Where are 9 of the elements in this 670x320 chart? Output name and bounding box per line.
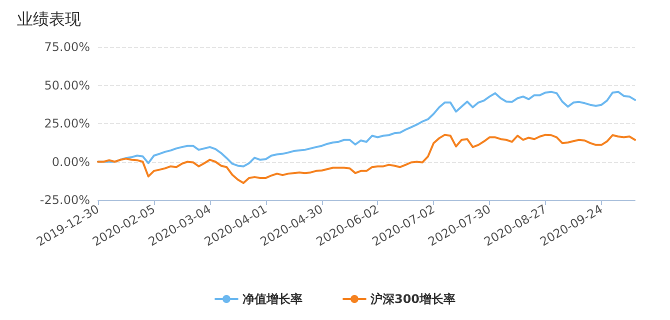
y-tick-label: 50.00%: [44, 78, 90, 92]
chart-title: 业绩表现: [17, 10, 81, 28]
y-tick-label: 75.00%: [44, 40, 90, 54]
y-tick-label: -25.00%: [40, 193, 90, 207]
legend-label: 沪深300增长率: [369, 292, 456, 306]
y-tick-label: 0.00%: [52, 154, 90, 169]
legend-label: 净值增长率: [242, 292, 302, 306]
line-series: [97, 134, 636, 184]
y-tick-label: 25.00%: [44, 116, 90, 130]
